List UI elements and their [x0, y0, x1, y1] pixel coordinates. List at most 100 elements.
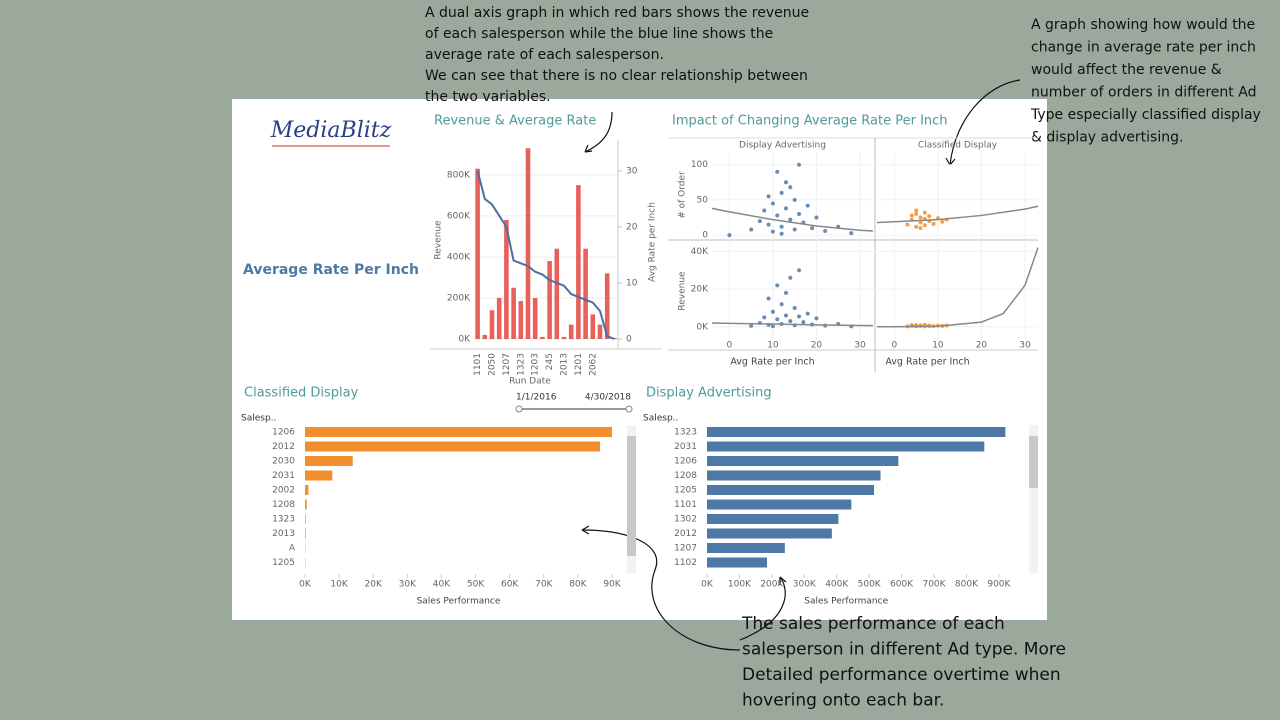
y2-axis-label: Avg Rate per Inch [648, 202, 658, 282]
point [779, 302, 784, 307]
x-tick-label: 2050 [488, 353, 498, 376]
slider-handle[interactable] [625, 405, 633, 413]
point [814, 316, 819, 321]
bar [554, 248, 560, 339]
line [476, 170, 615, 340]
scrollbar[interactable] [1029, 425, 1038, 573]
bar[interactable] [707, 456, 899, 466]
bar[interactable] [305, 456, 353, 466]
bar[interactable] [707, 499, 852, 510]
y-tick-label: 800K [447, 170, 471, 180]
x-axis-label: Sales Performance [804, 597, 888, 607]
bar[interactable] [707, 470, 881, 481]
x-tick-label: 245 [545, 353, 555, 370]
x-tick-label: 500K [858, 580, 882, 590]
y2-tick-label: 0 [626, 335, 632, 345]
point [762, 208, 767, 213]
bar[interactable] [305, 441, 601, 452]
bar[interactable] [707, 441, 985, 452]
trend-line [876, 247, 1039, 328]
point [914, 208, 919, 213]
point [810, 226, 815, 231]
y-tick-label: 1101 [674, 500, 697, 510]
x-tick-label: 1201 [574, 353, 584, 376]
point [770, 201, 775, 206]
point [775, 169, 780, 174]
bar[interactable] [707, 485, 875, 495]
scroll-thumb[interactable] [627, 436, 636, 556]
bar [504, 220, 509, 339]
bar [568, 324, 574, 339]
x-tick-label: 20 [976, 341, 988, 351]
arrows [581, 79, 1021, 651]
x-tick-label: 70K [535, 580, 553, 590]
bar[interactable] [305, 485, 309, 495]
annotation-line: Type especially classified display [1030, 107, 1261, 123]
bar [518, 301, 524, 339]
point [783, 313, 788, 318]
point [788, 217, 793, 222]
point [788, 319, 793, 324]
y-tick-label: 50 [697, 195, 709, 205]
x-tick-label: 200K [760, 580, 784, 590]
annotation-line: & display advertising. [1031, 130, 1183, 146]
x-tick-label: 20 [811, 341, 823, 351]
point [814, 215, 819, 220]
point [927, 214, 932, 219]
bar[interactable] [707, 514, 839, 524]
y-tick-label: 0K [696, 322, 709, 332]
point [909, 213, 914, 218]
y-tick-label: 2012 [272, 442, 295, 452]
x-tick-label: 100K [728, 580, 752, 590]
bar [583, 248, 588, 339]
y-tick-label: 1323 [674, 428, 697, 438]
bar[interactable] [305, 514, 306, 524]
point [922, 210, 927, 215]
bar[interactable] [305, 528, 306, 539]
point [749, 323, 754, 328]
x-tick-label: 10 [932, 341, 944, 351]
y-tick-label: 600K [447, 211, 471, 221]
x-axis-label: Sales Performance [417, 597, 501, 607]
bar[interactable] [707, 557, 768, 568]
bar[interactable] [305, 427, 612, 437]
bar [489, 310, 495, 339]
y-tick-label: 0K [458, 335, 471, 345]
x-tick-label: 30 [1019, 341, 1031, 351]
scroll-thumb[interactable] [1029, 436, 1038, 488]
bar [496, 297, 502, 339]
x-tick-label: 90K [603, 580, 621, 590]
bar[interactable] [305, 470, 333, 481]
point [792, 197, 797, 202]
point [775, 317, 780, 322]
y-tick-label: 1207 [674, 544, 697, 554]
x-tick-label: 600K [890, 580, 914, 590]
bar[interactable] [707, 528, 832, 539]
y-tick-label: 2030 [272, 457, 295, 467]
x-tick-label: 10K [330, 580, 348, 590]
chart-title: Revenue & Average Rate [434, 114, 596, 129]
bar [576, 185, 581, 339]
bar[interactable] [707, 427, 1006, 437]
logo: MediaBlitz [270, 118, 392, 143]
point [914, 224, 919, 229]
point [779, 190, 784, 195]
x-tick-label: 300K [793, 580, 817, 590]
y-tick-label: 40K [691, 247, 709, 257]
dashboard [232, 99, 1047, 620]
bar [525, 148, 531, 339]
bar[interactable] [305, 499, 307, 510]
x-axis-label: Avg Rate per Inch [730, 357, 814, 368]
point [788, 185, 793, 190]
y-axis-label: Revenue [678, 271, 688, 311]
bar[interactable] [707, 543, 785, 553]
slider-handle[interactable] [515, 405, 523, 413]
y-tick-label: 1323 [272, 515, 295, 525]
point [775, 283, 780, 288]
annotation-line: A graph showing how would the [1031, 17, 1255, 33]
date-label: 4/30/2018 [585, 393, 631, 403]
x-axis-label: Run Date [509, 377, 551, 387]
bar [590, 314, 596, 339]
y-tick-label: 0 [702, 231, 708, 241]
